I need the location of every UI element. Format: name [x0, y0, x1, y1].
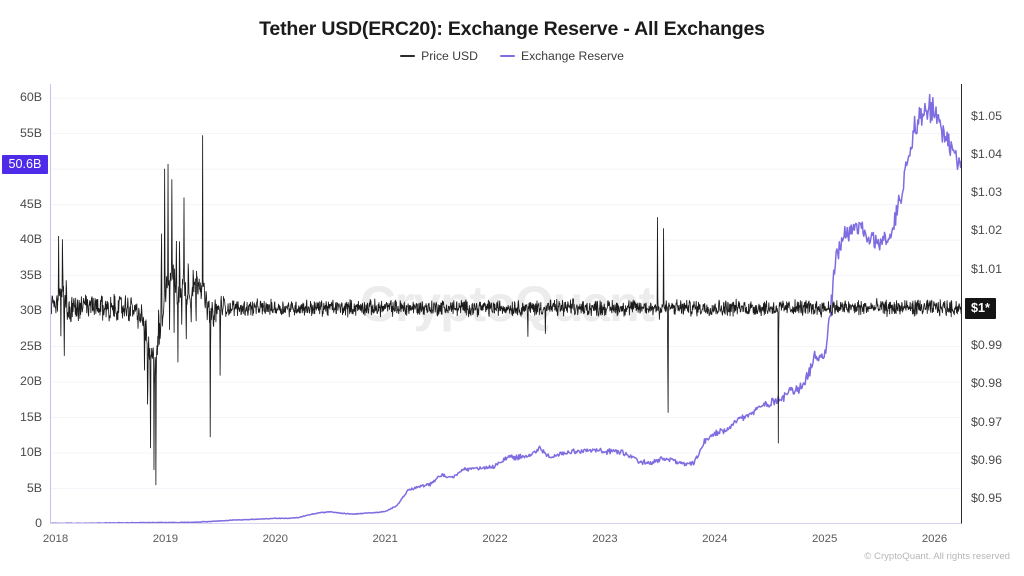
legend-item-price-usd[interactable]: Price USD — [400, 49, 478, 63]
y-right-tick: $0.97 — [971, 414, 1003, 429]
right-axis-value-badge[interactable]: $1* — [965, 297, 996, 320]
y-left-tick: 45B — [19, 196, 42, 211]
y-left-tick: 10B — [19, 445, 42, 460]
x-axis-tick: 2024 — [702, 533, 728, 545]
y-left-tick: 60B — [19, 90, 42, 105]
copyright-footer: © CryptoQuant. All rights reserved — [864, 551, 1010, 562]
x-axis-tick: 2018 — [42, 533, 69, 545]
x-axis-tick: 2020 — [262, 533, 288, 545]
x-axis-tick: 2022 — [482, 533, 508, 545]
legend-item-exchange-reserve[interactable]: Exchange Reserve — [499, 49, 624, 63]
y-left-tick: 15B — [19, 409, 42, 424]
legend-swatch-exchange-reserve — [499, 55, 515, 57]
series-line-exchange-reserve — [51, 93, 961, 523]
series-line-price-usd — [51, 135, 961, 486]
y-left-tick: 0 — [35, 516, 42, 530]
page-title: Tether USD(ERC20): Exchange Reserve - Al… — [259, 18, 765, 40]
y-right-tick: $0.99 — [971, 338, 1003, 353]
y-left-tick: 40B — [19, 232, 42, 247]
y-right-tick: $0.98 — [971, 376, 1003, 391]
x-axis-tick: 2025 — [811, 533, 838, 545]
x-axis-tick: 2026 — [921, 533, 948, 545]
legend-swatch-price-usd — [400, 55, 416, 57]
y-right-tick: $1.03 — [971, 185, 1003, 200]
y-right-tick: $0.96 — [971, 452, 1003, 467]
y-right-tick: $1.01 — [971, 261, 1003, 276]
legend-label-price-usd: Price USD — [421, 49, 478, 63]
x-axis-tick: 2021 — [372, 533, 398, 545]
y-left-tick: 20B — [19, 374, 42, 389]
chart-canvas — [51, 93, 961, 523]
y-left-tick: 5B — [26, 480, 42, 495]
y-left-tick: 25B — [19, 338, 42, 353]
y-left-tick: 35B — [19, 267, 42, 282]
y-left-tick: 55B — [19, 125, 42, 140]
legend-label-exchange-reserve: Exchange Reserve — [520, 49, 624, 63]
y-right-tick: $0.95 — [971, 491, 1003, 506]
left-axis-value-badge[interactable]: 50.6B — [2, 154, 48, 175]
y-right-tick: $1.04 — [971, 146, 1003, 161]
x-axis-tick: 2019 — [152, 533, 179, 545]
chart-legend: Price USD Exchange Reserve — [0, 49, 1024, 63]
plot-area[interactable]: CryptoQuant — [50, 84, 962, 524]
y-left-tick: 30B — [19, 303, 42, 318]
x-axis-tick: 2023 — [592, 533, 618, 545]
y-right-tick: $1.02 — [971, 223, 1003, 238]
y-right-tick: $1.05 — [971, 108, 1003, 123]
